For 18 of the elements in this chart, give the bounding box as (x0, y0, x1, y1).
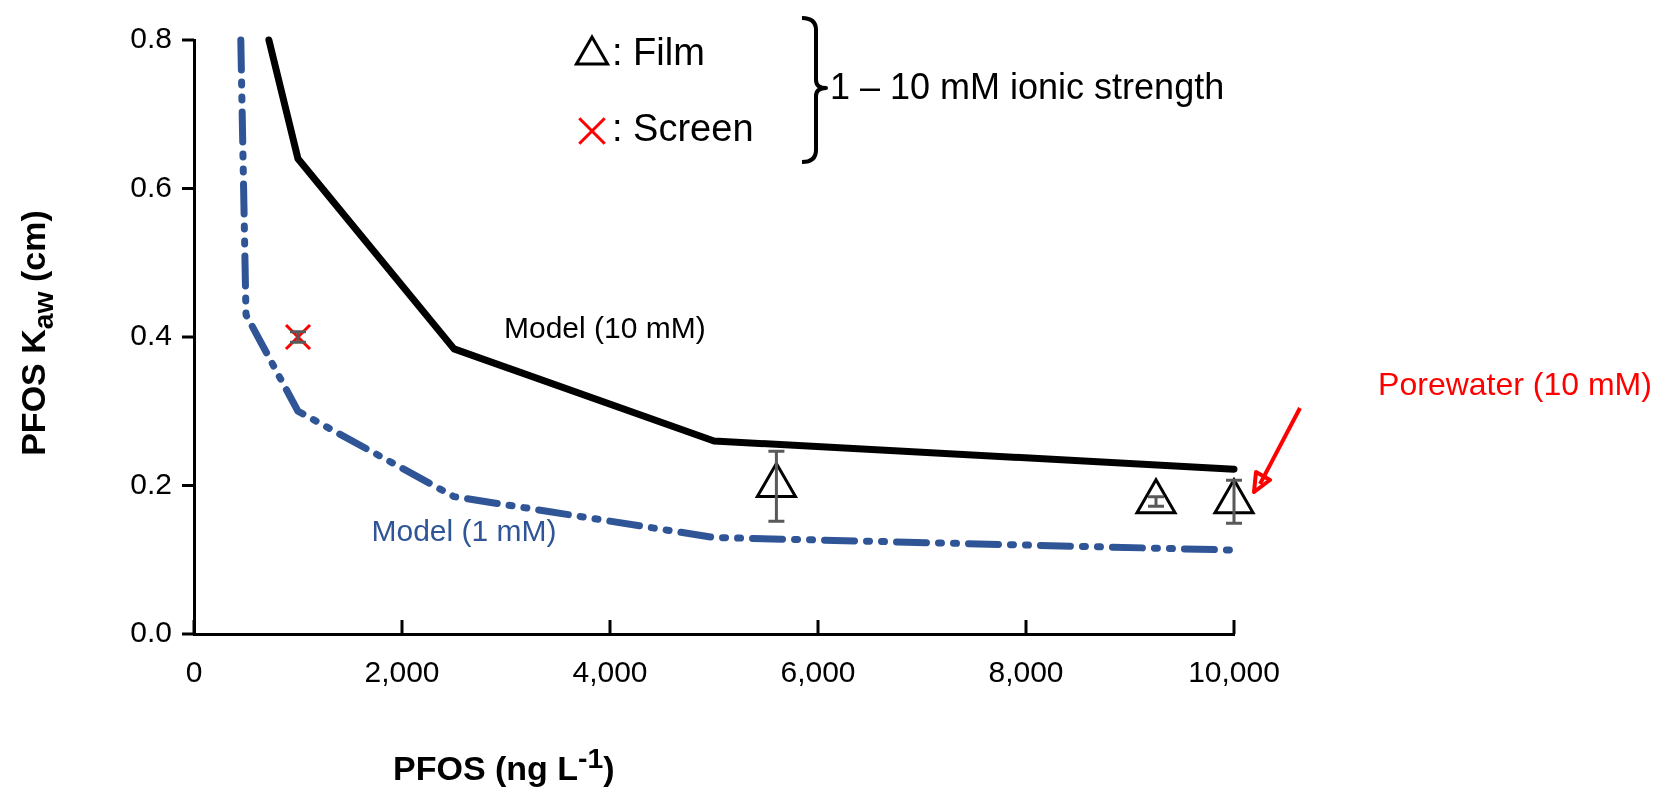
annotation: Model (1 mM) (371, 514, 557, 548)
y-tick-label: 0.0 (130, 615, 172, 649)
y-tick-label: 0.8 (130, 21, 172, 55)
x-tick-label: 4,000 (572, 655, 648, 689)
x-tick-label: 10,000 (1188, 655, 1280, 689)
annotation: 1 – 10 mM ionic strength (830, 65, 1225, 107)
legend-label: : Film (612, 31, 705, 74)
x-tick-label: 6,000 (780, 655, 856, 689)
y-tick-label: 0.4 (130, 318, 172, 352)
x-axis-title: PFOS (ng L$^{-1}$) (393, 742, 615, 789)
x-tick-label: 8,000 (988, 655, 1064, 689)
legend-label: : Screen (612, 107, 754, 150)
annotation: Model (10 mM) (504, 311, 706, 345)
x-tick-label: 2,000 (364, 655, 440, 689)
x-tick-label: 0 (185, 655, 203, 689)
y-tick-label: 0.6 (130, 169, 172, 203)
text: Porewater (10 mM) (1378, 365, 1652, 402)
y-tick-label: 0.2 (130, 466, 172, 500)
